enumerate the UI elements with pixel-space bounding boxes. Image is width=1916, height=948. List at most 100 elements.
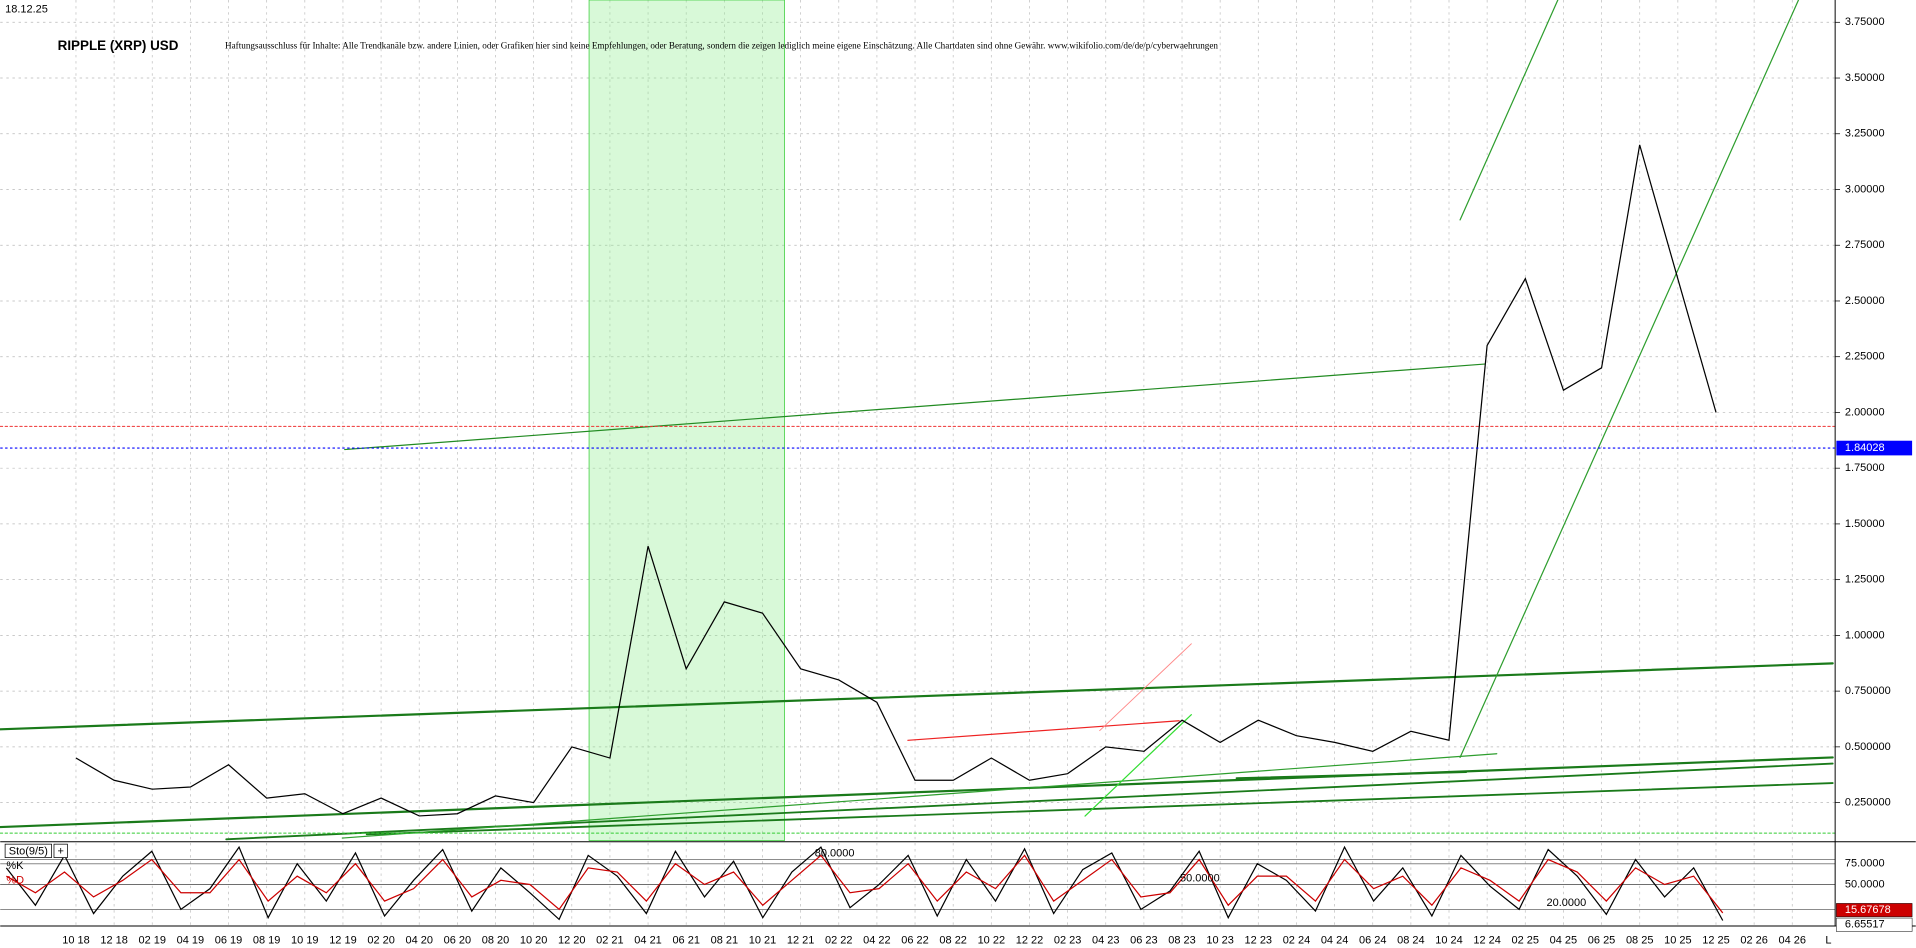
trend-line [344,363,1486,451]
trend-line [0,756,1834,829]
y-tick-label: 0.500000 [1845,741,1891,753]
last-value-badge [1836,917,1913,932]
x-tick-label: 04 23 [1092,935,1120,947]
x-tick-label: 12 25 [1702,935,1730,947]
trend-line [1084,714,1192,817]
y-tick-label: 2.75000 [1845,239,1885,251]
data-line [5,845,1724,921]
x-tick-label: 02 23 [1054,935,1082,947]
indicator-title: Sto(9/5) [9,845,48,857]
y-tick-label: 1.00000 [1845,629,1885,641]
y-tick-label: 1.25000 [1845,574,1885,586]
x-tick-label: 10 19 [291,935,319,947]
y-tick-label: 0.250000 [1845,797,1891,809]
x-tick-label: 08 24 [1397,935,1424,947]
level-label: 50.0000 [1180,872,1220,884]
x-tick-label: 06 24 [1359,935,1386,947]
legend-label: %K [6,860,24,872]
x-tick-label: 12 21 [787,935,815,947]
x-tick-label: 04 22 [863,935,891,947]
highlight-zone [588,0,785,841]
x-tick-label: 02 26 [1740,935,1767,947]
x-tick-label: 08 22 [939,935,967,947]
x-tick-label: 08 23 [1168,935,1196,947]
x-tick-label: 08 25 [1626,935,1653,947]
disclaimer: Haftungsausschluss für Inhalte: Alle Tre… [225,41,1218,51]
trend-line [1459,0,1559,221]
legend-label: %D [6,875,24,887]
x-tick-label: 02 20 [367,935,395,947]
x-tick-label: 06 20 [444,935,472,947]
grid-layer [0,0,1836,927]
x-tick-label: 12 23 [1245,935,1273,947]
x-tick-label: 08 21 [711,935,739,947]
x-tick-label: 08 20 [482,935,510,947]
x-tick-label: 06 23 [1130,935,1158,947]
price-label: 1.84028 [1845,442,1885,454]
x-tick-label: 04 20 [405,935,433,947]
y-tick-label: 1.75000 [1845,462,1885,474]
trend-line [907,720,1180,741]
indicator-box [4,843,52,858]
y-tick-label: 0.750000 [1845,685,1891,697]
trend-line [1235,771,1468,780]
y-tick-label: 1.50000 [1845,518,1885,530]
x-tick-label: 04 19 [177,935,204,947]
x-tick-label: 10 18 [62,935,90,947]
price-badge [1836,440,1913,456]
x-tick-label: 10 24 [1435,935,1462,947]
x-tick-label: 02 21 [596,935,624,947]
x-tick-label: 02 19 [138,935,166,947]
data-line [75,144,1717,817]
x-tick-label: 12 20 [558,935,586,947]
chart-title: RIPPLE (XRP) USD [58,38,179,53]
axis-corner: L [1825,935,1831,947]
indicator-button-icon: + [57,845,63,857]
y-tick-label: 2.00000 [1845,406,1885,418]
data-line [6,854,1724,914]
trend-line [1099,643,1192,732]
y-tick-label: 3.50000 [1845,72,1885,84]
x-tick-label: 04 24 [1321,935,1349,947]
last-value-label: 15.67678 [1845,904,1891,916]
last-value-badge [1836,903,1913,918]
x-tick-label: 10 20 [520,935,548,947]
y-tick-label: 3.00000 [1845,183,1885,195]
x-tick-label: 12 22 [1016,935,1044,947]
trend-line [1459,0,1800,759]
trend-line [0,662,1834,731]
y-tick-label: 75.0000 [1845,858,1885,870]
last-value-label: 6.65517 [1845,919,1885,931]
y-tick-label: 2.50000 [1845,295,1885,307]
x-tick-label: 04 21 [634,935,662,947]
x-tick-label: 10 22 [978,935,1006,947]
y-tick-label: 3.75000 [1845,16,1885,28]
trend-line [341,753,1498,839]
x-tick-label: 04 25 [1550,935,1577,947]
x-tick-label: 06 25 [1588,935,1615,947]
level-label: 20.0000 [1547,897,1587,909]
x-tick-label: 08 19 [253,935,280,947]
x-tick-label: 10 23 [1206,935,1234,947]
marks-layer [5,144,1724,921]
date: 18.12.25 [5,4,48,16]
y-tick-label: 3.25000 [1845,128,1885,140]
x-tick-label: 12 19 [329,935,357,947]
level-label: 80.0000 [815,847,855,859]
x-tick-label: 10 25 [1664,935,1692,947]
y-tick-label: 50.0000 [1845,878,1885,890]
trend-lines [0,0,1836,841]
x-tick-label: 06 19 [215,935,243,947]
x-tick-label: 04 26 [1779,935,1806,947]
x-tick-label: 06 22 [901,935,929,947]
trend-line [365,782,1834,836]
x-tick-label: 06 21 [672,935,700,947]
x-tick-label: 12 24 [1473,935,1501,947]
indicator-button[interactable] [53,843,68,858]
x-tick-label: 12 18 [100,935,128,947]
x-tick-label: 10 21 [749,935,777,947]
x-tick-label: 02 24 [1283,935,1311,947]
x-tick-label: 02 25 [1512,935,1540,947]
